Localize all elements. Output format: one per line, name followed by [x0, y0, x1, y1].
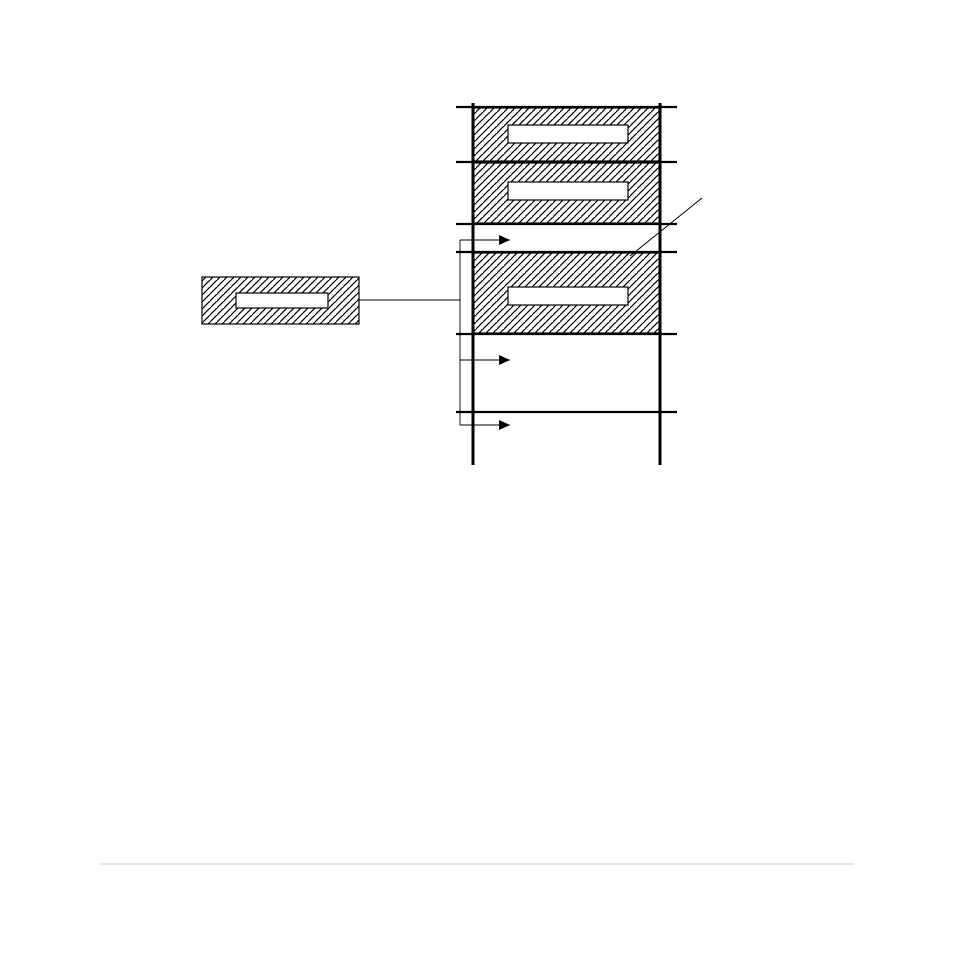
stack-label-slot-2	[508, 287, 628, 305]
arrowhead-icon	[499, 235, 510, 245]
diagram-canvas	[0, 0, 954, 954]
stack-label-slot-1	[508, 182, 628, 200]
side-label-slot	[236, 293, 328, 308]
drawing-layer	[100, 103, 854, 864]
arrowhead-icon	[499, 355, 510, 365]
stack-label-slot-0	[508, 125, 628, 143]
arrowhead-icon	[499, 420, 510, 430]
